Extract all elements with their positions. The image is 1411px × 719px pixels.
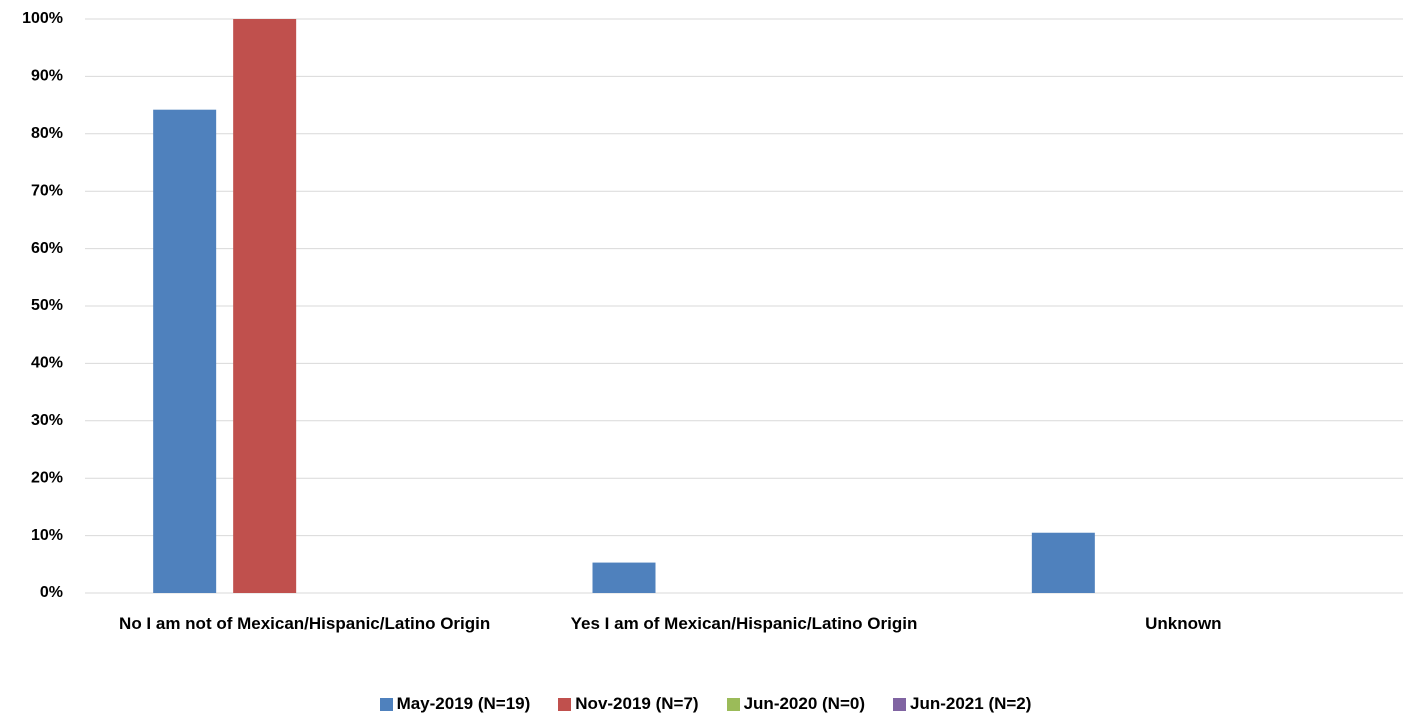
y-tick-label: 50% [31, 297, 63, 314]
bar [153, 109, 217, 593]
legend-swatch [726, 697, 740, 711]
legend-swatch [558, 697, 572, 711]
bar [233, 19, 297, 593]
legend-item: Jun-2020 (N=0) [726, 694, 866, 714]
x-tick-label: No I am not of Mexican/Hispanic/Latino O… [119, 614, 491, 633]
y-tick-label: 70% [31, 182, 63, 199]
y-tick-label: 90% [31, 68, 63, 85]
y-tick-label: 30% [31, 412, 63, 429]
y-tick-label: 40% [31, 355, 63, 372]
legend-label: Jun-2020 (N=0) [743, 694, 866, 713]
y-tick-label: 100% [22, 10, 63, 27]
legend-label: Nov-2019 (N=7) [575, 694, 699, 713]
bar [592, 562, 656, 593]
legend-label: Jun-2021 (N=2) [910, 694, 1032, 713]
legend-item: May-2019 (N=19) [379, 694, 531, 714]
bar [1031, 532, 1095, 593]
y-tick-label: 60% [31, 240, 63, 257]
legend-item: Nov-2019 (N=7) [558, 694, 699, 714]
legend-swatch [893, 697, 907, 711]
legend: May-2019 (N=19) Nov-2019 (N=7) Jun-2020 (N… [0, 694, 1411, 714]
y-tick-label: 0% [40, 584, 63, 601]
legend-swatch [379, 697, 393, 711]
y-tick-label: 20% [31, 469, 63, 486]
x-tick-label: Yes I am of Mexican/Hispanic/Latino Orig… [570, 614, 918, 633]
legend-item: Jun-2021 (N=2) [893, 694, 1031, 714]
y-tick-label: 80% [31, 125, 63, 142]
legend-label: May-2019 (N=19) [396, 694, 531, 713]
y-tick-label: 10% [31, 527, 63, 544]
x-tick-label: Unknown [1145, 614, 1222, 633]
